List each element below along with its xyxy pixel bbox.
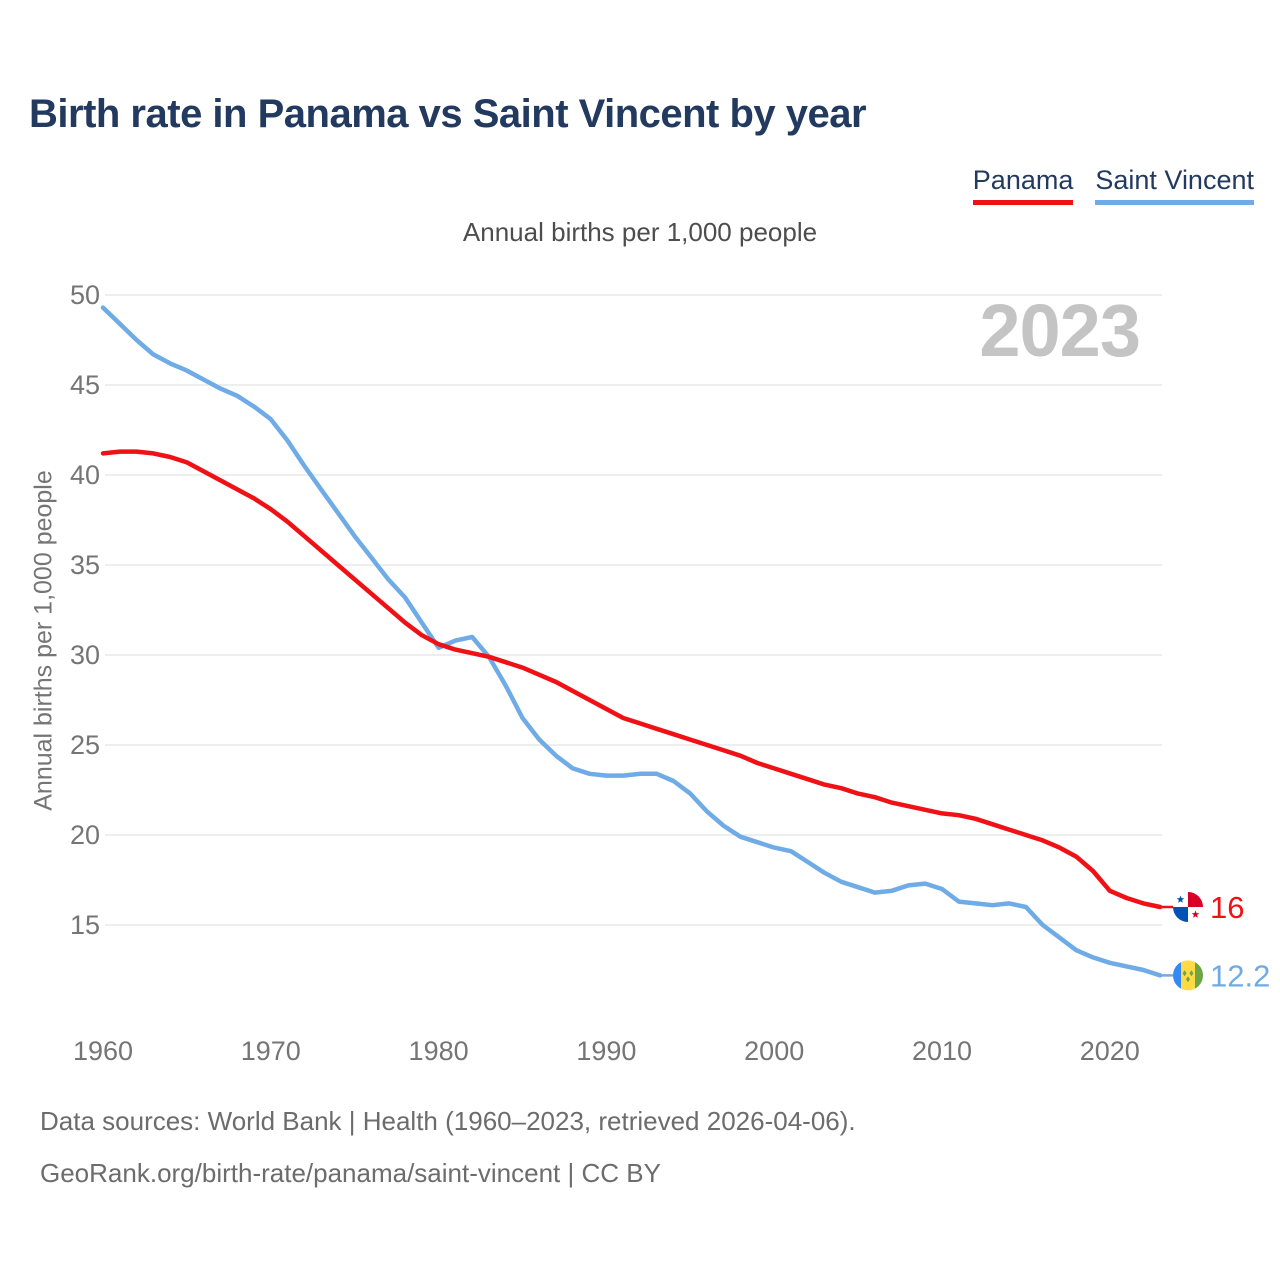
panama-flag-icon: [1173, 892, 1203, 922]
series-lines: [100, 305, 1163, 978]
data-sources-text: Data sources: World Bank | Health (1960–…: [40, 1106, 856, 1136]
legend-swatch-saint-vincent: [1095, 200, 1254, 205]
y-tick-label: 30: [70, 640, 100, 670]
legend-item-saint-vincent[interactable]: Saint Vincent: [1095, 165, 1254, 205]
panama-line: [100, 449, 1163, 910]
y-tick-label: 25: [70, 730, 100, 760]
saint-vincent-line: [100, 305, 1163, 978]
attribution-text: GeoRank.org/birth-rate/panama/saint-vinc…: [40, 1158, 661, 1188]
x-tick-label: 1980: [409, 1036, 469, 1066]
end-connectors: [1161, 905, 1173, 977]
year-watermark: 2023: [979, 289, 1141, 372]
x-tick-label: 2010: [912, 1036, 972, 1066]
x-tick-label: 2000: [744, 1036, 804, 1066]
saint-vincent-end-value-label: 12.2: [1210, 958, 1270, 993]
y-tick-label: 50: [70, 280, 100, 310]
footer: Data sources: World Bank | Health (1960–…: [40, 1106, 856, 1210]
y-tick-label: 40: [70, 460, 100, 490]
y-axis-ticks: 15 20 25 30 35 40 45 50: [70, 280, 100, 940]
chart-subtitle: Annual births per 1,000 people: [462, 217, 818, 247]
y-tick-label: 15: [70, 910, 100, 940]
y-tick-label: 45: [70, 370, 100, 400]
legend: Panama Saint Vincent: [972, 165, 1254, 205]
x-tick-label: 1960: [73, 1036, 133, 1066]
page-title: Birth rate in Panama vs Saint Vincent by…: [29, 92, 867, 136]
legend-swatch-panama: [972, 200, 1074, 205]
legend-item-panama[interactable]: Panama: [972, 165, 1074, 205]
panama-end-value-label: 16: [1210, 890, 1244, 925]
y-tick-label: 20: [70, 820, 100, 850]
x-tick-label: 1990: [576, 1036, 636, 1066]
gridlines: [105, 294, 1162, 926]
legend-label-panama: Panama: [972, 165, 1074, 195]
x-tick-label: 1970: [241, 1036, 301, 1066]
legend-label-saint-vincent: Saint Vincent: [1095, 165, 1254, 195]
x-tick-label: 2020: [1080, 1036, 1140, 1066]
y-tick-label: 35: [70, 550, 100, 580]
x-axis-ticks: 1960 1970 1980 1990 2000 2010 2020: [73, 1036, 1140, 1066]
saint-vincent-flag-icon: [1173, 960, 1203, 991]
